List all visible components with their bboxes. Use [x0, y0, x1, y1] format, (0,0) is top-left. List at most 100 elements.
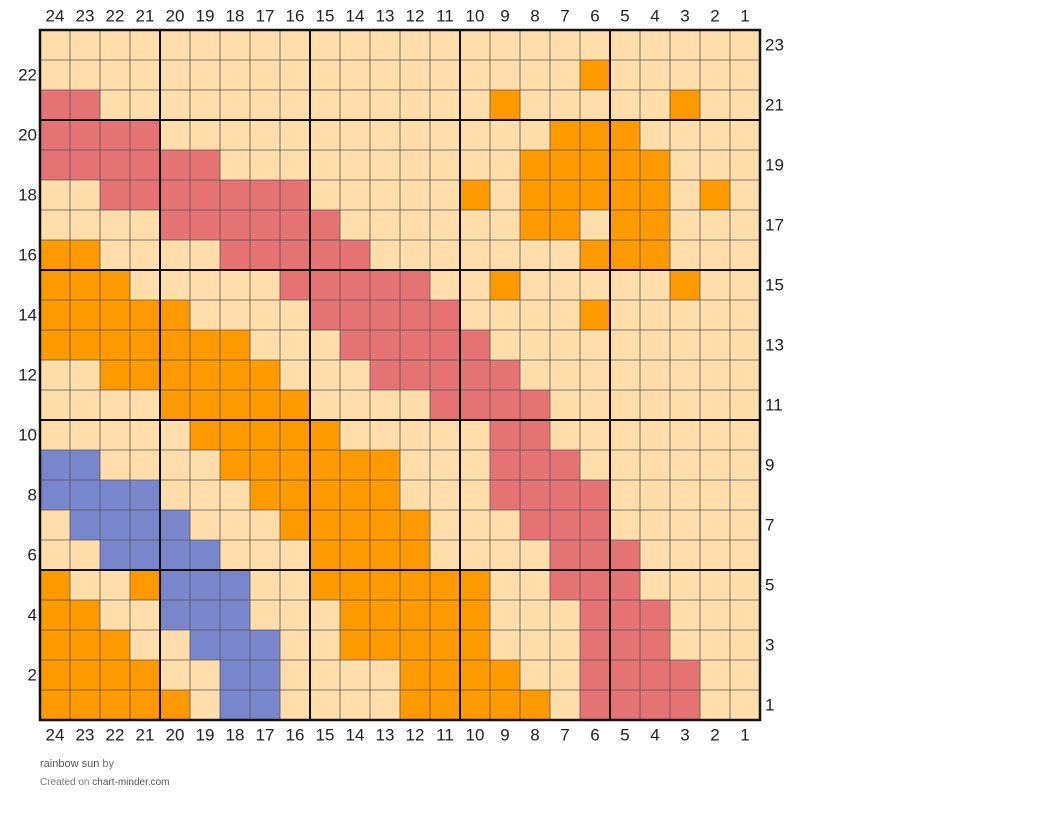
column-label-bottom: 20	[166, 726, 185, 745]
chart-cell	[100, 510, 130, 540]
column-label-bottom: 14	[346, 726, 365, 745]
chart-cell	[610, 660, 640, 690]
chart-cell	[580, 150, 610, 180]
chart-cell	[100, 540, 130, 570]
chart-cell	[250, 390, 280, 420]
chart-cell	[340, 630, 370, 660]
chart-cell	[160, 240, 190, 270]
chart-cell	[340, 330, 370, 360]
chart-cell	[310, 480, 340, 510]
chart-cell	[190, 510, 220, 540]
chart-cell	[610, 540, 640, 570]
chart-cell	[70, 360, 100, 390]
chart-cell	[610, 210, 640, 240]
chart-cell	[400, 510, 430, 540]
chart-cell	[280, 420, 310, 450]
chart-cell	[610, 390, 640, 420]
chart-cell	[70, 420, 100, 450]
chart-cell	[190, 390, 220, 420]
row-label-right: 21	[765, 96, 784, 115]
knitting-chart: 2424232322222121202019191818171716161515…	[18, 7, 784, 745]
chart-cell	[310, 240, 340, 270]
chart-cell	[220, 390, 250, 420]
chart-cell	[730, 60, 760, 90]
chart-cell	[70, 90, 100, 120]
chart-cell	[340, 30, 370, 60]
chart-cell	[430, 390, 460, 420]
chart-cell	[190, 570, 220, 600]
chart-title: rainbow sun	[40, 758, 100, 770]
chart-cell	[190, 60, 220, 90]
chart-cell	[370, 510, 400, 540]
column-label-bottom: 22	[106, 726, 125, 745]
chart-cell	[370, 360, 400, 390]
chart-cell	[190, 660, 220, 690]
row-label-left: 8	[28, 486, 37, 505]
chart-cell	[100, 600, 130, 630]
chart-cell	[580, 180, 610, 210]
chart-cell	[460, 270, 490, 300]
chart-cell	[280, 510, 310, 540]
chart-cell	[370, 660, 400, 690]
column-label-top: 17	[256, 7, 275, 26]
chart-cell	[670, 540, 700, 570]
chart-cell	[310, 270, 340, 300]
chart-cell	[280, 450, 310, 480]
chart-cell	[220, 600, 250, 630]
chart-cell	[430, 540, 460, 570]
chart-cell	[310, 360, 340, 390]
chart-cell	[730, 690, 760, 720]
chart-cell	[190, 450, 220, 480]
chart-cell	[520, 540, 550, 570]
chart-cell	[340, 150, 370, 180]
column-label-top: 13	[376, 7, 395, 26]
chart-cell	[160, 600, 190, 630]
chart-cell	[730, 120, 760, 150]
column-label-bottom: 3	[680, 726, 689, 745]
chart-cell	[520, 660, 550, 690]
chart-cell	[190, 690, 220, 720]
chart-cell	[520, 510, 550, 540]
column-label-bottom: 10	[466, 726, 485, 745]
chart-gridlines	[38, 28, 762, 722]
chart-cell	[220, 480, 250, 510]
column-label-bottom: 19	[196, 726, 215, 745]
chart-cell	[250, 120, 280, 150]
site-link[interactable]: chart-minder.com	[92, 777, 170, 788]
chart-cell	[370, 90, 400, 120]
chart-cell	[490, 510, 520, 540]
column-label-bottom: 5	[620, 726, 629, 745]
chart-cell	[160, 480, 190, 510]
chart-cell	[130, 240, 160, 270]
chart-cell	[700, 660, 730, 690]
chart-cell	[490, 60, 520, 90]
chart-cell	[250, 330, 280, 360]
column-label-top: 24	[46, 7, 65, 26]
chart-cell	[70, 240, 100, 270]
chart-cell	[430, 360, 460, 390]
chart-cell	[580, 690, 610, 720]
chart-cell	[340, 450, 370, 480]
chart-cell	[130, 420, 160, 450]
chart-cell	[310, 90, 340, 120]
chart-cell	[550, 240, 580, 270]
chart-cell	[280, 660, 310, 690]
chart-cell	[580, 480, 610, 510]
chart-cell	[130, 480, 160, 510]
column-label-top: 3	[680, 7, 689, 26]
chart-cell	[460, 360, 490, 390]
chart-cell	[490, 390, 520, 420]
chart-cell	[460, 420, 490, 450]
chart-cell	[310, 510, 340, 540]
chart-cell	[730, 510, 760, 540]
chart-cell	[520, 90, 550, 120]
chart-cell	[520, 570, 550, 600]
chart-cell	[490, 90, 520, 120]
chart-cell	[400, 120, 430, 150]
chart-cell	[340, 480, 370, 510]
chart-cell	[670, 600, 700, 630]
chart-cell	[70, 270, 100, 300]
chart-cell	[730, 390, 760, 420]
chart-cell	[430, 630, 460, 660]
row-label-left: 18	[18, 186, 37, 205]
